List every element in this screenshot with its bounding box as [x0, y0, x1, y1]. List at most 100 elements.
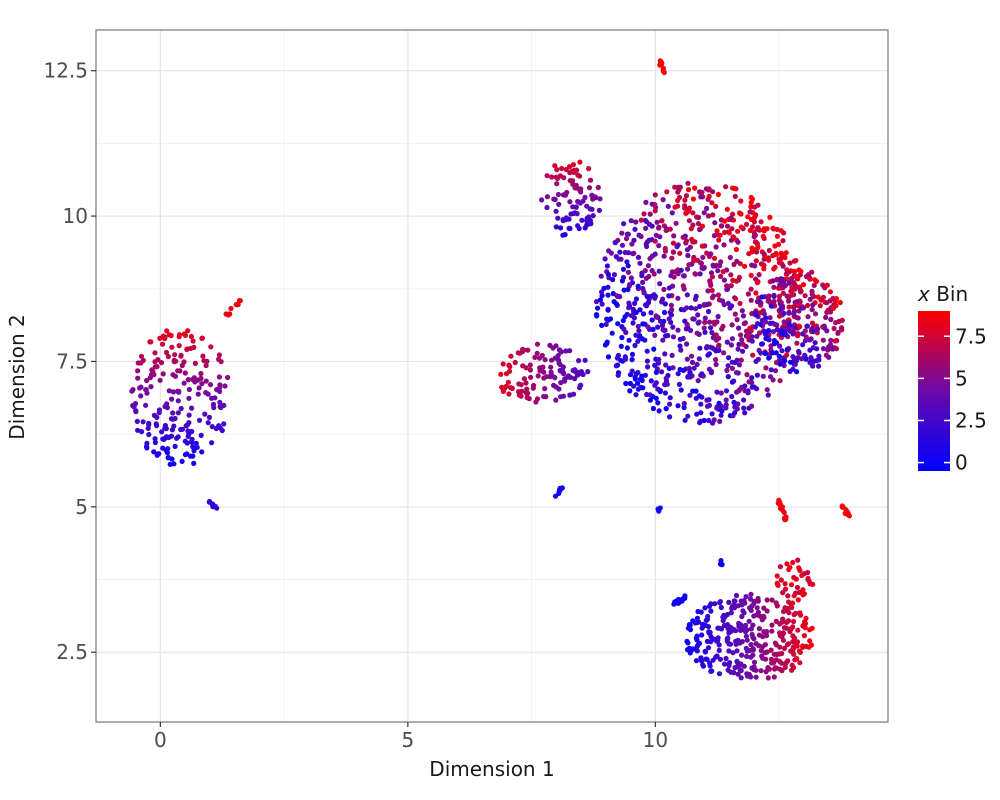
data-point: [144, 377, 150, 384]
data-point: [618, 343, 624, 349]
data-point: [792, 299, 798, 305]
data-point: [699, 632, 705, 638]
data-point: [594, 313, 600, 319]
data-point: [809, 625, 815, 631]
data-point: [750, 352, 756, 358]
data-point: [221, 421, 227, 427]
data-point: [640, 311, 647, 317]
data-point: [134, 418, 140, 424]
data-point: [216, 352, 222, 358]
data-point: [685, 625, 692, 631]
data-point: [645, 324, 651, 330]
data-point: [776, 501, 783, 507]
data-point: [789, 275, 795, 281]
data-point: [535, 373, 541, 379]
data-point: [710, 189, 716, 195]
data-point: [179, 426, 185, 432]
data-point: [790, 559, 796, 566]
data-point: [708, 325, 714, 331]
data-point: [716, 642, 722, 648]
data-point: [718, 259, 724, 265]
data-point: [700, 254, 706, 260]
data-point: [780, 616, 786, 622]
data-point: [505, 379, 511, 385]
data-point: [794, 639, 801, 645]
data-point: [675, 295, 681, 301]
data-point: [696, 393, 703, 399]
data-point: [672, 204, 678, 210]
data-point: [717, 599, 724, 605]
data-point: [189, 405, 195, 411]
data-point: [199, 449, 205, 455]
data-point: [640, 321, 646, 327]
data-point: [761, 629, 767, 635]
data-point: [209, 440, 215, 446]
data-point: [186, 412, 192, 418]
data-point: [781, 625, 788, 631]
data-point: [547, 374, 553, 380]
data-point: [758, 300, 764, 306]
data-point: [146, 431, 152, 438]
data-point: [515, 350, 521, 356]
data-point: [713, 348, 719, 354]
data-point: [642, 372, 649, 378]
data-point: [593, 299, 600, 305]
data-point: [765, 392, 771, 398]
data-point: [753, 674, 759, 680]
data-point: [763, 365, 769, 371]
data-point: [701, 210, 707, 216]
data-point: [574, 211, 580, 217]
data-point: [747, 605, 753, 611]
data-point: [686, 206, 692, 212]
data-point: [633, 392, 639, 398]
data-point: [191, 344, 197, 350]
data-point: [694, 615, 701, 621]
data-point: [143, 402, 149, 408]
data-point: [771, 651, 777, 657]
data-point: [708, 601, 714, 607]
data-point: [710, 262, 716, 268]
data-point: [705, 288, 711, 294]
data-point: [632, 300, 638, 306]
data-point: [785, 618, 792, 624]
data-point: [767, 315, 773, 321]
data-point: [667, 401, 673, 407]
data-point: [828, 316, 834, 323]
data-point: [660, 68, 666, 74]
data-point: [567, 374, 574, 380]
data-point: [783, 325, 789, 331]
data-point: [689, 236, 695, 242]
data-point: [795, 348, 802, 355]
data-point: [619, 334, 625, 341]
data-point: [586, 166, 592, 172]
data-point: [697, 345, 703, 351]
data-point: [705, 187, 712, 193]
data-point: [635, 283, 641, 289]
data-point: [503, 383, 509, 389]
legend-tick-label: 7.5: [955, 324, 987, 348]
data-point: [733, 246, 740, 253]
data-point: [832, 338, 838, 344]
data-point: [662, 245, 668, 252]
data-point: [742, 410, 748, 416]
data-point: [681, 404, 687, 411]
data-point: [130, 403, 136, 409]
data-point: [696, 356, 702, 362]
data-point: [786, 566, 792, 573]
data-point: [698, 655, 704, 661]
data-point: [702, 329, 708, 335]
data-point: [694, 619, 701, 626]
data-point: [721, 277, 728, 283]
data-point: [713, 244, 719, 250]
data-point: [786, 304, 792, 310]
data-point: [656, 225, 662, 231]
data-point: [582, 357, 588, 363]
data-point: [683, 238, 690, 244]
data-point: [642, 217, 649, 224]
data-point: [168, 433, 175, 439]
data-point: [795, 627, 801, 633]
data-point: [778, 276, 784, 282]
data-point: [725, 363, 731, 369]
data-point: [133, 409, 139, 415]
